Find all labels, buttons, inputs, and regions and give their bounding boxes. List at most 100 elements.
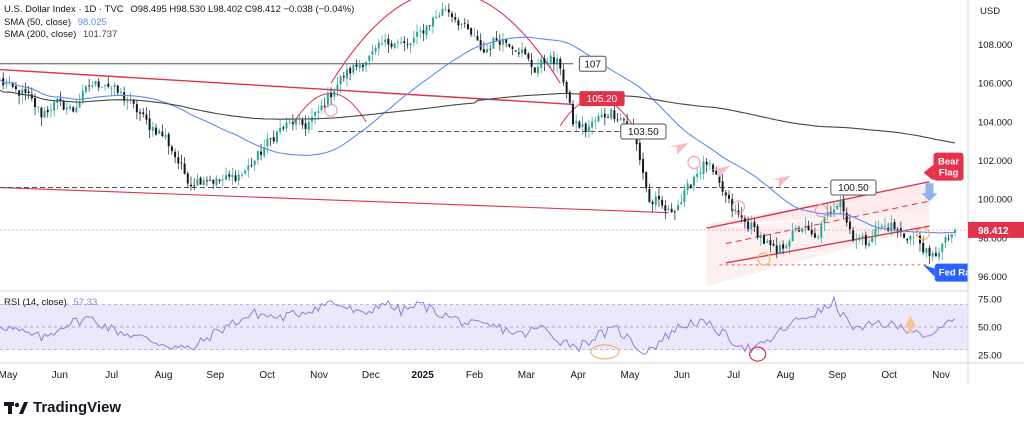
level-107-label-text: 107: [584, 59, 601, 70]
candle-body: [610, 109, 613, 119]
candle-body: [451, 13, 454, 18]
symbol-title: U.S. Dollar Index · 1D · TVC: [4, 4, 124, 15]
legend-sma50[interactable]: SMA (50, close) 98.025: [4, 17, 107, 29]
candle-body: [69, 106, 72, 109]
candle-body: [154, 127, 157, 135]
candle-body: [689, 184, 692, 188]
candle-body: [692, 176, 695, 186]
price-axis[interactable]: 108.000 106.000 104.000 102.000 100.000 98.00…: [967, 0, 1024, 384]
candle-body: [304, 123, 307, 129]
candle-body: [145, 114, 148, 120]
candle-body: [183, 163, 186, 174]
candle-body: [361, 64, 364, 68]
candle-body: [702, 161, 705, 174]
fed-cuts-pointer: [922, 264, 935, 277]
candle-body: [740, 215, 743, 218]
tradingview-brand[interactable]: TradingView: [4, 399, 121, 416]
blue-down-arrow-icon: [921, 183, 938, 202]
candle-body: [355, 64, 358, 67]
candle-body: [454, 16, 457, 20]
time-tick-label: Sep: [206, 370, 224, 381]
candle-body: [479, 40, 482, 50]
time-tick-label: May: [621, 370, 640, 381]
candle-body: [65, 107, 68, 110]
time-tick-label: Dec: [362, 370, 380, 381]
candle-body: [747, 221, 750, 230]
highlight-circle: [687, 155, 701, 169]
candle-body: [820, 223, 823, 238]
rsi-tick-label: 50.00: [978, 323, 1002, 334]
candle-body: [215, 178, 218, 186]
candle-body: [498, 40, 501, 45]
candle-body: [326, 93, 329, 107]
pink-arrow-icon: [710, 165, 731, 178]
candle-body: [721, 181, 724, 192]
candle-body: [358, 64, 361, 68]
candle-body: [699, 172, 702, 174]
candle-body: [568, 91, 571, 103]
time-axis[interactable]: May Jun Jul Aug Sep Oct Nov Dec 2025 Feb Mar Apr May…: [0, 362, 1024, 381]
resistance-line-upper: [0, 68, 574, 106]
time-tick-label: Jun: [674, 370, 690, 381]
candle-body: [833, 209, 836, 214]
candle-body: [505, 39, 508, 43]
candle-body: [648, 188, 651, 203]
candle-body: [594, 120, 597, 122]
candle-body: [301, 119, 304, 125]
candle-body: [234, 175, 237, 182]
sma200-label: SMA (200, close): [4, 29, 77, 40]
candle-body: [193, 185, 196, 187]
candle-body: [562, 69, 565, 83]
bear-flag-text: Bear: [938, 157, 959, 168]
candle-body: [724, 192, 727, 196]
candle-body: [868, 243, 871, 246]
candle-body: [352, 64, 355, 73]
candle-body: [482, 49, 485, 53]
price-tick-label: 104.000: [978, 117, 1012, 128]
price-tick-label: 96.000: [978, 272, 1007, 283]
level-10350-label-text: 103.50: [628, 127, 659, 138]
candle-body: [804, 225, 807, 228]
moving-averages: [0, 36, 956, 234]
candle-body: [906, 239, 909, 241]
flag-support-line: [725, 225, 930, 264]
candle-body: [250, 165, 253, 167]
candle-body: [591, 121, 594, 128]
time-tick-label: Oct: [881, 370, 897, 381]
candle-body: [457, 20, 460, 26]
candle-body: [412, 37, 415, 43]
candle-body: [734, 209, 737, 211]
candle-body: [425, 25, 428, 35]
candle-body: [607, 117, 610, 118]
candle-body: [861, 235, 864, 238]
candle-body: [938, 252, 941, 258]
price-tick-label: 102.000: [978, 156, 1012, 167]
candle-body: [928, 247, 931, 256]
candle-body: [944, 237, 947, 243]
candle-body: [941, 243, 944, 253]
legend-symbol: U.S. Dollar Index · 1D · TVC O98.495 H98…: [4, 4, 354, 16]
candle-body: [91, 85, 94, 87]
candle-body: [27, 91, 30, 94]
legend-sma200[interactable]: SMA (200, close) 101.737: [4, 29, 117, 41]
time-tick-label: Aug: [155, 370, 173, 381]
candle-body: [158, 130, 161, 134]
sma50-label: SMA (50, close): [4, 17, 72, 28]
candle-body: [142, 112, 145, 115]
candle-body: [209, 180, 212, 182]
resistance-line-lower: [0, 186, 669, 214]
legend-rsi[interactable]: RSI (14, close) 57.33: [4, 297, 97, 309]
candle-body: [680, 202, 683, 205]
candle-body: [336, 84, 339, 91]
candle-body: [435, 17, 438, 19]
candle-body: [126, 101, 129, 103]
candle-body: [139, 112, 142, 114]
candle-body: [307, 121, 310, 130]
candle-body: [880, 226, 883, 228]
candle-body: [874, 228, 877, 238]
candle-body: [750, 222, 753, 230]
candle-body: [673, 211, 676, 213]
candle-body: [43, 110, 46, 118]
candle-body: [390, 43, 393, 47]
